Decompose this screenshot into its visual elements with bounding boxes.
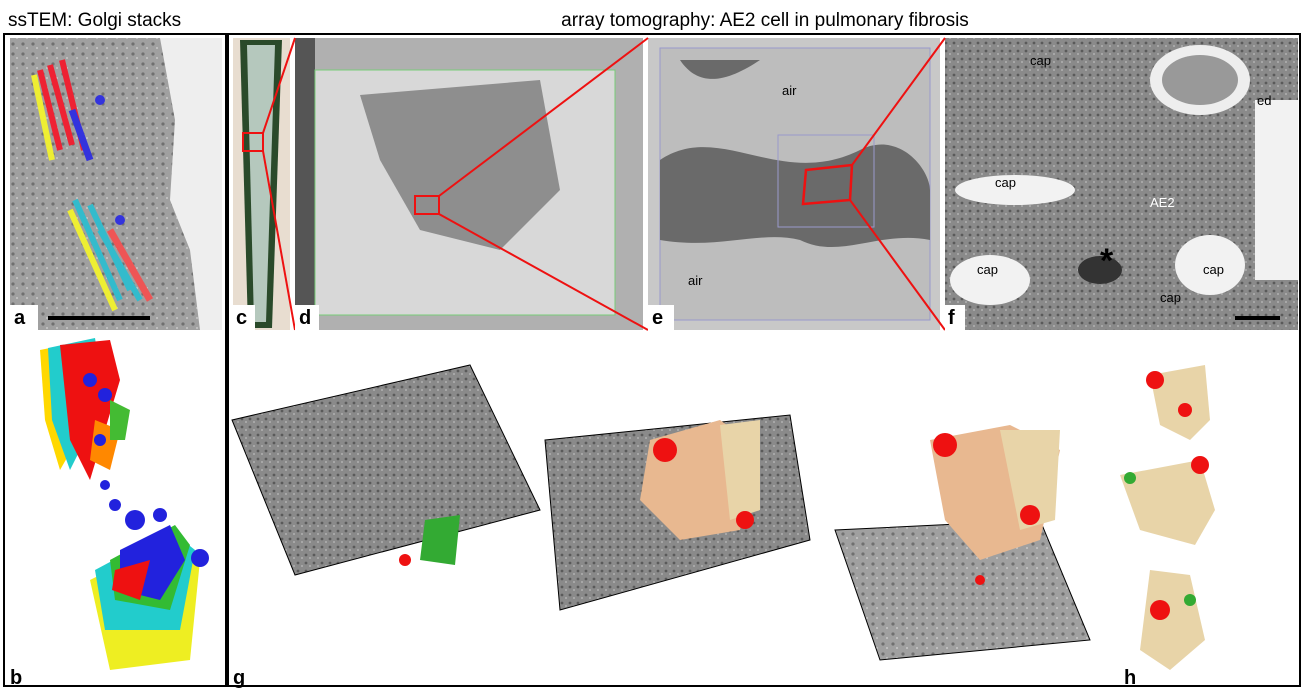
panel-label: e (652, 307, 663, 329)
annotation: ed (1257, 93, 1271, 108)
panel-label: a (14, 307, 26, 329)
annotation: cap (1160, 290, 1181, 305)
annotation: cap (995, 175, 1016, 190)
panel-b (40, 338, 209, 670)
panel-label: c (236, 307, 247, 329)
panel-label: h (1124, 667, 1136, 688)
annotation: air (688, 273, 703, 288)
figure: ssTEM: Golgi stacks array tomography: AE… (0, 0, 1303, 688)
annotation: cap (1030, 53, 1051, 68)
panel-label: b (10, 667, 22, 688)
annotation: air (782, 83, 797, 98)
panel-a (10, 38, 222, 330)
annotation: AE2 (1150, 195, 1175, 210)
annotation: * (1100, 242, 1114, 280)
panel-g (232, 365, 1090, 660)
header-left: ssTEM: Golgi stacks (8, 10, 181, 31)
annotation: cap (1203, 262, 1224, 277)
header-right: array tomography: AE2 cell in pulmonary … (561, 10, 969, 31)
panel-label: g (233, 667, 245, 688)
panel-h (1120, 365, 1215, 670)
panel-label: d (299, 307, 311, 329)
annotation: cap (977, 262, 998, 277)
panel-label: f (948, 307, 955, 329)
panel-c (233, 38, 290, 330)
